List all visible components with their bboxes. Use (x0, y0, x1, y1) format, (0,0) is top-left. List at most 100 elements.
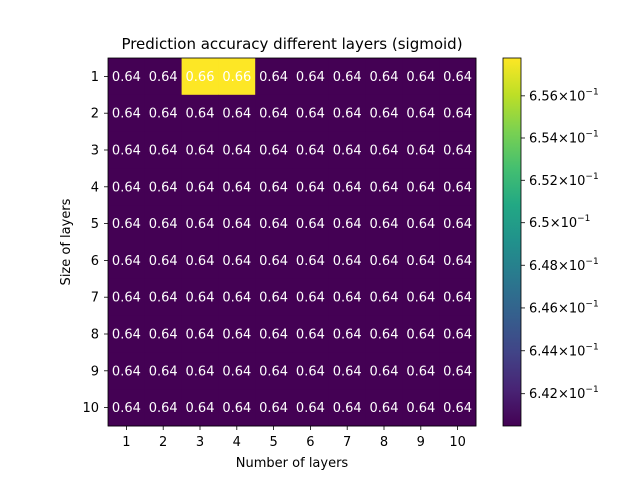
cell-value-label: 0.64 (443, 144, 472, 159)
cell-value-label: 0.64 (296, 217, 325, 232)
heatmap-cell (144, 352, 182, 390)
cell-value-label: 0.64 (406, 107, 435, 122)
y-tick-label: 7 (91, 291, 99, 306)
cell-value-label: 0.64 (406, 180, 435, 195)
heatmap-cell (181, 58, 219, 96)
heatmap-cell (328, 278, 366, 316)
heatmap-cell (365, 58, 403, 96)
cell-value-label: 0.64 (259, 180, 288, 195)
heatmap-cell (439, 315, 477, 353)
colorbar-tick-label: 6.42×10−1 (529, 385, 599, 402)
cell-value-label: 0.64 (112, 70, 141, 85)
cell-value-label: 0.64 (222, 254, 251, 269)
heatmap-cell (108, 242, 146, 280)
cell-value-label: 0.64 (406, 401, 435, 416)
heatmap-cell (181, 389, 219, 427)
heatmap-cell (144, 131, 182, 169)
heatmap-cell (365, 242, 403, 280)
cell-value-label: 0.64 (259, 70, 288, 85)
cell-value-label: 0.64 (149, 328, 178, 343)
heatmap-cell (328, 131, 366, 169)
cell-value-label: 0.64 (259, 144, 288, 159)
cell-value-label: 0.64 (406, 291, 435, 306)
heatmap-cell (328, 58, 366, 96)
heatmap-cell (365, 94, 403, 132)
heatmap-cell (255, 352, 293, 390)
cell-value-label: 0.64 (443, 107, 472, 122)
heatmap-cell (218, 58, 256, 96)
heatmap-cell (181, 352, 219, 390)
cell-value-label: 0.64 (333, 107, 362, 122)
cell-value-label: 0.64 (149, 180, 178, 195)
cell-value-label: 0.64 (406, 144, 435, 159)
cell-value-label: 0.64 (296, 70, 325, 85)
heatmap-cell (218, 131, 256, 169)
heatmap-cell (439, 278, 477, 316)
cell-value-label: 0.64 (370, 107, 399, 122)
heatmap-cell (108, 131, 146, 169)
heatmap-cell (292, 131, 330, 169)
cell-value-label: 0.64 (259, 291, 288, 306)
cell-value-label: 0.64 (112, 364, 141, 379)
heatmap-cell (439, 131, 477, 169)
y-tick-label: 9 (91, 364, 99, 379)
heatmap-cell (402, 278, 440, 316)
cell-value-label: 0.64 (443, 254, 472, 269)
colorbar-tick-label: 6.56×10−1 (529, 87, 599, 104)
heatmap-cell (144, 168, 182, 206)
heatmap-cell (218, 205, 256, 243)
x-tick-label: 10 (449, 435, 466, 450)
heatmap-cell (365, 131, 403, 169)
cell-value-label: 0.64 (149, 291, 178, 306)
cell-value-label: 0.64 (443, 401, 472, 416)
cell-value-label: 0.64 (222, 180, 251, 195)
heatmap-cell (292, 94, 330, 132)
heatmap-cell (144, 242, 182, 280)
heatmap-cell (402, 94, 440, 132)
cell-value-label: 0.64 (186, 217, 215, 232)
heatmap-cell (181, 94, 219, 132)
heatmap-cell (292, 389, 330, 427)
cell-value-label: 0.64 (222, 144, 251, 159)
cell-value-label: 0.64 (186, 107, 215, 122)
heatmap-cell (218, 242, 256, 280)
heatmap-cell (255, 131, 293, 169)
heatmap-cell (108, 389, 146, 427)
heatmap-cell (292, 315, 330, 353)
cell-value-label: 0.64 (149, 217, 178, 232)
heatmap-cell (365, 278, 403, 316)
heatmap-cell (108, 205, 146, 243)
cell-value-label: 0.64 (222, 291, 251, 306)
heatmap-cell (255, 168, 293, 206)
x-tick-label: 9 (417, 435, 425, 450)
heatmap-cell (328, 352, 366, 390)
cell-value-label: 0.64 (296, 291, 325, 306)
cell-value-label: 0.64 (333, 70, 362, 85)
heatmap-cell (365, 315, 403, 353)
cell-value-label: 0.64 (333, 364, 362, 379)
heatmap-cell (218, 389, 256, 427)
cell-value-label: 0.64 (333, 401, 362, 416)
x-tick-label: 8 (380, 435, 388, 450)
cell-value-label: 0.64 (370, 217, 399, 232)
cell-value-label: 0.64 (296, 254, 325, 269)
y-tick-label: 2 (91, 107, 99, 122)
heatmap-cell (439, 94, 477, 132)
cell-value-label: 0.64 (406, 70, 435, 85)
heatmap-cell (402, 58, 440, 96)
cell-value-label: 0.64 (112, 291, 141, 306)
cell-value-label: 0.64 (370, 364, 399, 379)
colorbar-tick-label: 6.52×10−1 (529, 172, 599, 189)
cell-value-label: 0.64 (186, 254, 215, 269)
cell-value-label: 0.64 (186, 291, 215, 306)
heatmap-cell (328, 205, 366, 243)
colorbar-tick-label: 6.5×10−1 (529, 214, 590, 231)
heatmap-cell (402, 389, 440, 427)
heatmap-cell (439, 205, 477, 243)
heatmap-cell (255, 242, 293, 280)
heatmap-cell (144, 315, 182, 353)
heatmap-cell (328, 315, 366, 353)
cell-value-label: 0.64 (370, 291, 399, 306)
heatmap-cell (439, 242, 477, 280)
